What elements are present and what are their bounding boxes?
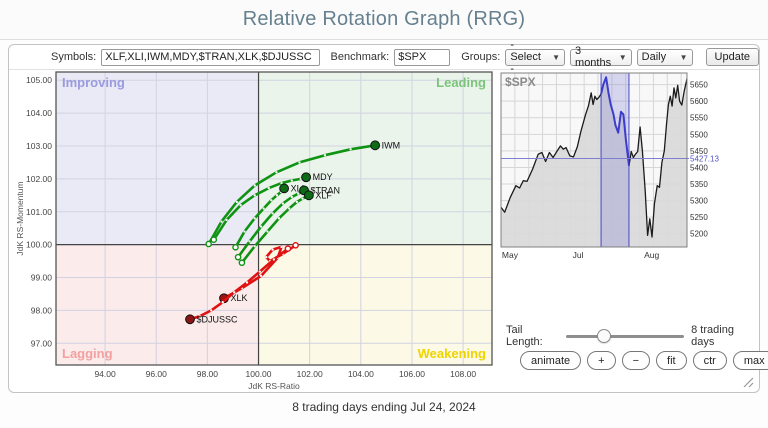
svg-text:$TRAN: $TRAN [311,185,341,195]
svg-text:IWM: IWM [382,140,401,150]
svg-text:Lagging: Lagging [62,346,113,361]
tail-window-band [601,73,629,247]
center-button[interactable]: ctr [692,351,727,370]
svg-text:97.00: 97.00 [31,338,53,348]
svg-text:98.00: 98.00 [31,305,53,315]
frequency-select-value: Daily [641,51,667,63]
svg-text:5250: 5250 [690,213,708,222]
svg-text:$SPX: $SPX [505,75,536,89]
tail-length-slider[interactable] [565,329,685,343]
chart-caption: 8 trading days ending Jul 24, 2024 [292,400,476,414]
svg-text:94.00: 94.00 [94,369,116,379]
symbol-dot-DJUSSC[interactable] [185,314,195,325]
svg-text:Leading: Leading [436,75,486,90]
tail-length-value: 8 trading days [691,324,734,348]
svg-text:XLI: XLI [291,183,305,193]
svg-text:99.00: 99.00 [31,273,53,283]
svg-text:Improving: Improving [62,75,125,90]
svg-text:XLF: XLF [315,190,332,200]
svg-text:106.00: 106.00 [399,369,425,379]
fit-button[interactable]: fit [656,351,687,370]
page-title: Relative Rotation Graph (RRG) [242,8,526,30]
svg-text:5200: 5200 [690,230,708,239]
svg-text:104.00: 104.00 [26,108,52,118]
chevron-down-icon: ▼ [618,52,627,62]
benchmark-label: Benchmark: [330,51,390,63]
animate-button[interactable]: animate [520,351,582,370]
svg-text:98.00: 98.00 [197,369,219,379]
svg-text:5650: 5650 [690,81,708,90]
symbol-dot-IWM[interactable] [370,140,381,151]
update-button[interactable]: Update [705,48,759,66]
svg-text:$DJUSSC: $DJUSSC [196,314,238,324]
svg-text:101.00: 101.00 [26,207,52,217]
groups-label: Groups: [461,51,501,63]
groups-select[interactable]: - Select - ▼ [505,39,566,75]
svg-text:105.00: 105.00 [26,75,52,85]
slider-thumb[interactable] [596,329,611,343]
zoom-in-button[interactable]: + [587,351,616,370]
trail-IWM: IWM [205,140,401,248]
svg-text:102.00: 102.00 [297,369,323,379]
symbol-dot-XLF[interactable] [304,190,314,201]
chevron-down-icon: ▼ [679,52,688,62]
svg-text:Jul: Jul [573,250,584,260]
svg-text:103.00: 103.00 [26,141,52,151]
spx-benchmark-chart: $SPX 5650 5600 5550 5500 5450 5400 5350 5300 5250… [500,72,719,260]
svg-text:JdK RS-Momentum: JdK RS-Momentum [15,181,25,255]
period-select[interactable]: 3 months ▼ [570,45,632,69]
svg-text:Aug: Aug [644,250,659,260]
svg-text:XLK: XLK [231,293,248,303]
trail-XLI: XLI [232,183,305,251]
svg-text:5600: 5600 [690,97,708,106]
svg-text:MDY: MDY [313,172,333,182]
svg-text:100.00: 100.00 [246,369,272,379]
resize-handle[interactable] [741,375,754,388]
svg-text:5450: 5450 [690,147,708,156]
svg-text:104.00: 104.00 [348,369,374,379]
svg-text:5500: 5500 [690,130,708,139]
trail-MDY: MDY [210,172,333,244]
app-header: Relative Rotation Graph (RRG) [0,0,768,40]
svg-text:May: May [502,250,519,260]
zoom-out-button[interactable]: − [621,351,651,370]
period-select-value: 3 months [575,45,612,69]
svg-text:96.00: 96.00 [146,369,168,379]
svg-text:5350: 5350 [690,180,708,189]
svg-text:5427.13: 5427.13 [690,154,719,163]
svg-text:JdK RS-Ratio: JdK RS-Ratio [248,381,300,389]
chart-buttons: animate + − fit ctr max [520,351,768,370]
rrg-quadrant-chart: Improving Leading Lagging Weakening IWM MDY XL… [15,71,493,389]
groups-select-value: - Select - [510,39,541,75]
svg-text:Weakening: Weakening [418,346,486,361]
symbol-dot-MDY[interactable] [301,172,311,183]
svg-text:5400: 5400 [690,163,708,172]
symbols-input[interactable] [101,48,320,66]
trail-TRAN: $TRAN [234,185,341,261]
trail-DJUSSC: $DJUSSC [185,245,292,325]
rrg-panel: Symbols: Benchmark: Groups: - Select - ▼… [8,39,768,393]
svg-text:102.00: 102.00 [26,174,52,184]
symbol-dot-XLI[interactable] [279,183,290,194]
svg-text:100.00: 100.00 [26,240,52,250]
svg-text:108.00: 108.00 [450,369,476,379]
chevron-down-icon: ▼ [552,52,561,62]
benchmark-input[interactable] [394,48,451,66]
slider-track[interactable] [565,335,685,338]
svg-text:5300: 5300 [690,197,708,206]
frequency-select[interactable]: Daily ▼ [636,48,693,66]
tail-length-label: Tail Length: [506,324,543,348]
trail-XLF: XLF [238,190,332,267]
toolbar: Symbols: Benchmark: Groups: - Select - ▼… [9,39,759,75]
symbols-label: Symbols: [51,51,97,63]
max-button[interactable]: max [732,351,768,370]
svg-text:5550: 5550 [690,114,708,123]
tail-length-control: Tail Length: 8 trading days [506,324,756,348]
